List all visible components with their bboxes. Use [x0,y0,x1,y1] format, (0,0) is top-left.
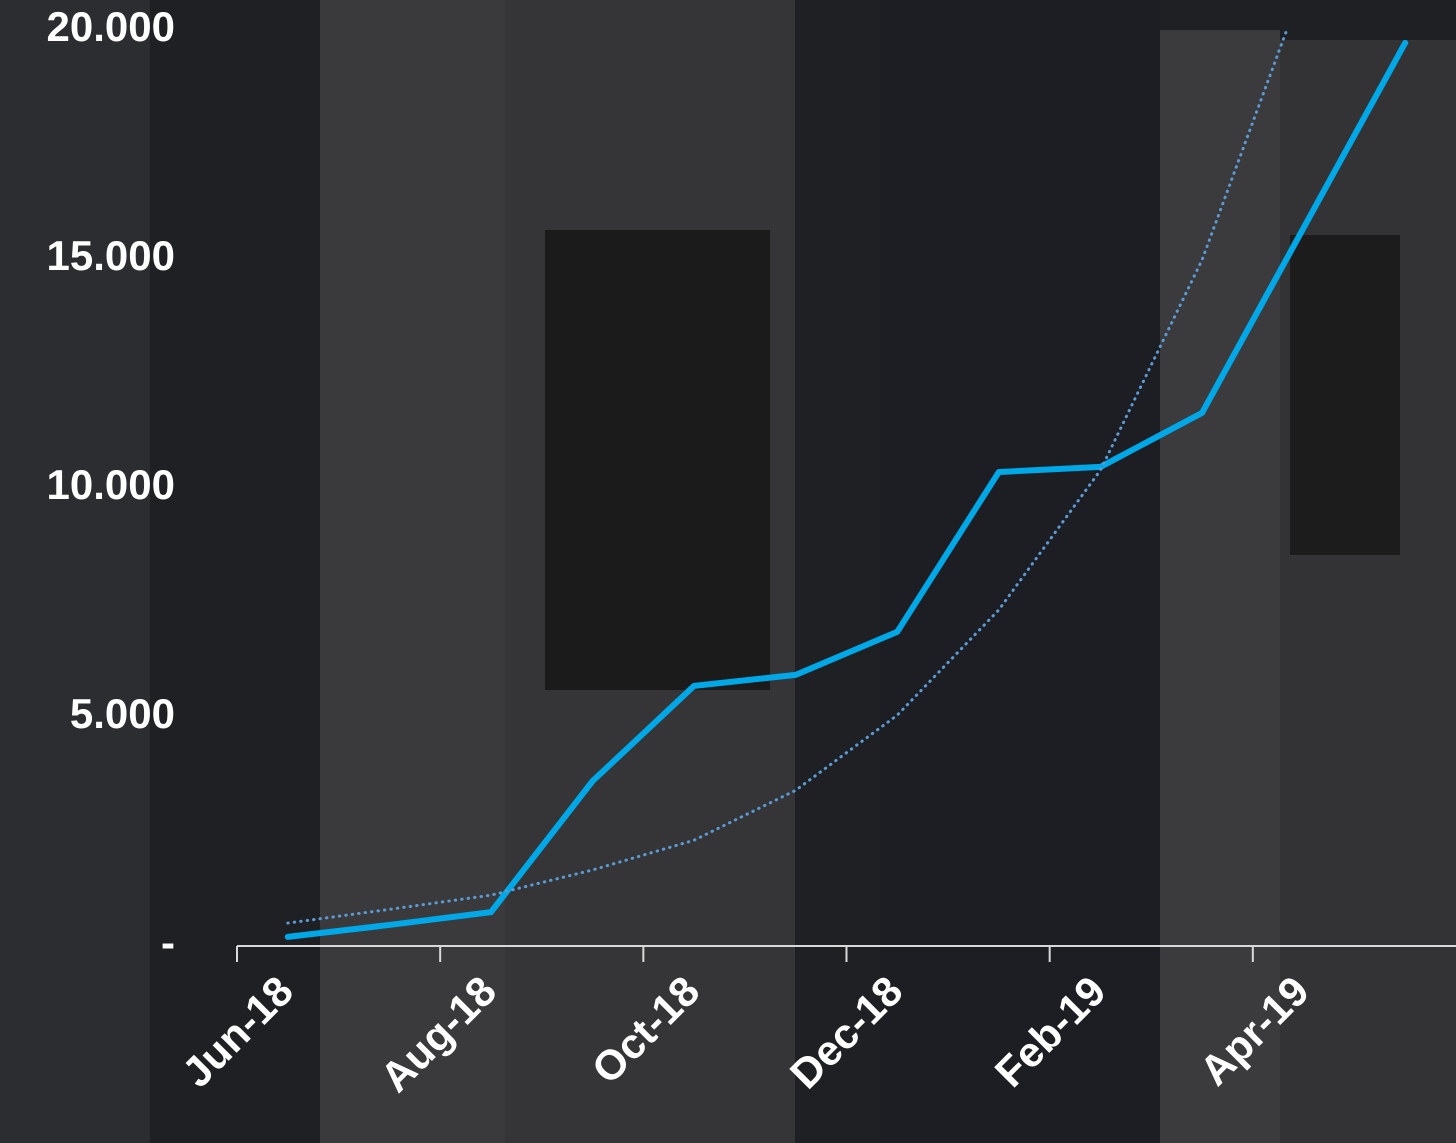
y-tick-label: 5.000 [70,690,175,737]
y-tick-label: 10.000 [47,461,175,508]
background [0,0,1456,1143]
y-tick-label: 20.000 [47,3,175,50]
chart: -5.00010.00015.00020.000Jun-18Aug-18Oct-… [0,0,1456,1143]
y-tick-label: 15.000 [47,232,175,279]
y-tick-label: - [161,919,175,966]
